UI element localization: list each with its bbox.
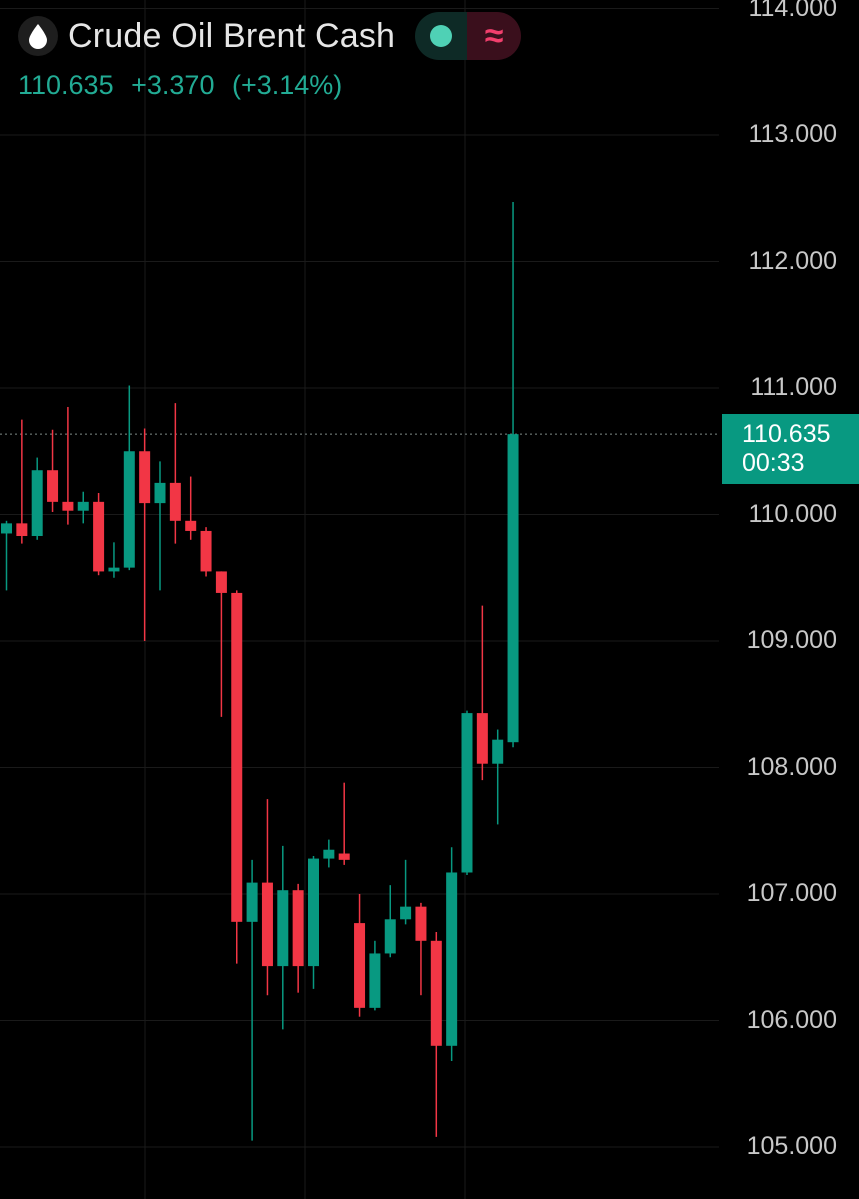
candle-body: [1, 523, 12, 534]
candle-body: [93, 501, 105, 572]
approx-wave-icon[interactable]: ≈: [467, 12, 522, 60]
price-axis-tick-label: 108.000: [746, 752, 837, 781]
last-price: 110.635: [18, 70, 114, 100]
candle-body: [169, 482, 181, 521]
candle-body: [77, 501, 89, 511]
candle-body: [261, 882, 273, 967]
market-status-toggle[interactable]: [415, 12, 468, 60]
price-axis-tick-label: 109.000: [746, 626, 837, 654]
candle-body: [369, 953, 381, 1008]
candle-body: [308, 858, 319, 967]
price-axis-tick-label: 114.000: [748, 0, 837, 22]
candle-body: [246, 882, 258, 922]
candle-body: [384, 919, 396, 954]
price-axis-tick-label: 105.000: [746, 1132, 837, 1160]
candle-body: [338, 853, 350, 860]
price-axis-tick-label: 111.000: [750, 373, 837, 401]
candle-body: [507, 434, 519, 743]
candle-body: [200, 530, 212, 572]
candle-body: [323, 849, 335, 859]
candle-body: [215, 571, 227, 593]
candle-body: [139, 451, 151, 504]
price-axis-tick-label: 110.000: [748, 499, 837, 528]
price-change: +3.370: [131, 70, 215, 100]
price-tag-value: 110.635: [742, 420, 831, 449]
candle-body: [154, 482, 166, 504]
candle-body: [62, 501, 74, 511]
candle-body: [185, 520, 197, 531]
chart-header: Crude Oil Brent Cash ≈: [18, 12, 522, 60]
candle-body: [277, 890, 289, 967]
price-axis-tick-label: 107.000: [746, 879, 837, 907]
candle-body: [47, 470, 59, 502]
candle-body: [461, 713, 473, 873]
oil-drop-icon[interactable]: [18, 16, 58, 56]
candle-body: [354, 923, 366, 1008]
market-open-dot-icon: [430, 25, 453, 47]
candle-body: [108, 567, 120, 572]
candle-body: [446, 872, 458, 1046]
price-tag-countdown: 00:33: [742, 449, 805, 478]
candle-body: [415, 906, 427, 941]
candle-body: [31, 470, 43, 537]
price-change-percent: (+3.14%): [231, 70, 343, 100]
candle-body: [400, 906, 412, 920]
candle-body: [123, 451, 135, 568]
candle-body: [492, 739, 504, 764]
price-axis-tick-label: 113.000: [748, 120, 837, 148]
symbol-title[interactable]: Crude Oil Brent Cash: [68, 16, 396, 55]
last-price-tag: 110.635 00:33: [722, 414, 859, 485]
candle-body: [430, 940, 442, 1046]
price-axis-tick-label: 112.000: [748, 246, 837, 275]
candle-body: [292, 890, 304, 967]
candle-body: [476, 713, 488, 764]
quote-line: 110.635 +3.370 (+3.14%): [18, 70, 352, 101]
status-pill[interactable]: ≈: [415, 12, 522, 60]
price-axis-tick-label: 106.000: [746, 1005, 837, 1034]
candle-body: [16, 523, 28, 537]
candle-body: [231, 592, 243, 922]
